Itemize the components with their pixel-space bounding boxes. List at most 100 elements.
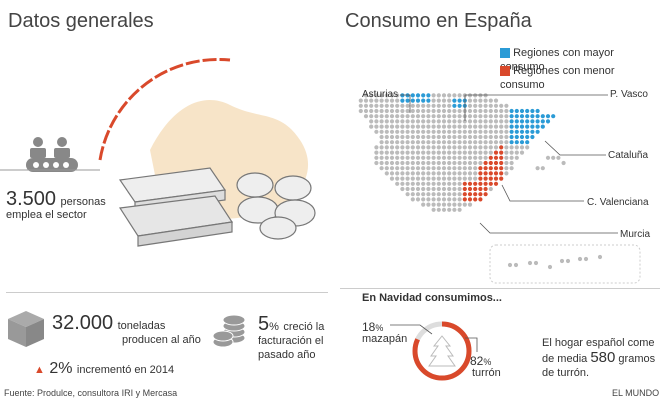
map-dot (410, 134, 415, 140)
map-dot (384, 160, 389, 166)
map-dot (379, 145, 384, 150)
map-dot (525, 124, 530, 129)
map-dot (467, 160, 473, 166)
map-dot (374, 145, 379, 150)
workers-stat: 3.500 personas (6, 188, 106, 211)
map-dot (369, 108, 374, 114)
map-dot (452, 108, 457, 114)
map-dot (384, 114, 389, 119)
map-dot (535, 108, 540, 114)
map-dot (530, 108, 535, 114)
map-dot (379, 114, 384, 119)
map-dot (363, 108, 369, 114)
map-dot (488, 145, 493, 150)
map-dot (447, 134, 452, 140)
map-dot (436, 140, 441, 145)
map-dot (405, 124, 410, 129)
map-dot (415, 150, 421, 155)
map-dot (540, 124, 545, 129)
label-murcia: Murcia (620, 229, 651, 240)
map-dot (504, 124, 509, 129)
map-dot (379, 166, 384, 171)
map-dot (493, 160, 499, 166)
map-dot (452, 155, 457, 160)
map-dot (415, 124, 421, 129)
tons-stat: 32.000 toneladas (52, 312, 165, 335)
map-dot (374, 124, 379, 129)
map-dot (488, 134, 493, 140)
map-dot (410, 98, 415, 103)
map-dot (457, 171, 462, 176)
map-dot (400, 171, 405, 176)
coins-icon (212, 314, 246, 348)
map-dot (478, 186, 483, 192)
label-asturias: Asturias (362, 89, 399, 100)
map-dot (426, 155, 431, 160)
map-dot (447, 202, 452, 207)
map-dot (519, 119, 525, 124)
map-dot (400, 145, 405, 150)
map-dot (415, 93, 421, 98)
map-dot (509, 119, 514, 124)
map-dot (426, 192, 431, 197)
map-dot (473, 114, 478, 119)
map-dot (467, 108, 473, 114)
map-dot (410, 140, 415, 145)
map-dot (441, 145, 447, 150)
map-dot (447, 129, 452, 134)
map-dot (504, 145, 509, 150)
map-dot (400, 155, 405, 160)
map-dot (447, 93, 452, 98)
map-dot (436, 108, 441, 114)
map-dot (467, 150, 473, 155)
map-dot (483, 176, 488, 181)
home-line1: El hogar español come (542, 337, 655, 349)
map-dot (545, 119, 551, 124)
map-dot (441, 192, 447, 197)
map-dot-balearic (535, 166, 540, 171)
map-dot (540, 114, 545, 119)
map-dot (530, 114, 535, 119)
map-dot (374, 103, 379, 108)
map-dot (431, 114, 436, 119)
map-dot (436, 160, 441, 166)
map-dot (426, 160, 431, 166)
map-dot (457, 145, 462, 150)
map-dot (473, 171, 478, 176)
map-dot (447, 145, 452, 150)
map-dot (400, 98, 405, 103)
map-dot (426, 171, 431, 176)
map-dot (478, 181, 483, 186)
map-dot (447, 207, 452, 212)
map-dot (431, 124, 436, 129)
map-dot (525, 119, 530, 124)
map-dot (447, 186, 452, 192)
map-dot (421, 197, 426, 202)
mazapan-pct-sign: % (375, 323, 384, 333)
map-dot (415, 192, 421, 197)
map-dot (457, 119, 462, 124)
map-dot (436, 134, 441, 140)
map-dot (405, 166, 410, 171)
map-dot (478, 192, 483, 197)
nougat-illustration (0, 57, 316, 247)
map-dot (436, 176, 441, 181)
map-dot (436, 93, 441, 98)
map-dot (400, 103, 405, 108)
map-dot (499, 145, 504, 150)
map-dot (436, 181, 441, 186)
map-dot (431, 197, 436, 202)
map-dot (379, 98, 384, 103)
map-dot (436, 98, 441, 103)
map-dot (514, 140, 519, 145)
map-dot (483, 171, 488, 176)
map-dot (499, 160, 504, 166)
map-dot (499, 155, 504, 160)
map-dot (478, 140, 483, 145)
map-dot (384, 103, 389, 108)
map-dot (415, 108, 421, 114)
donut-turron-slice (412, 321, 472, 381)
map-dot (519, 124, 525, 129)
map-dot (400, 119, 405, 124)
map-dot (483, 134, 488, 140)
